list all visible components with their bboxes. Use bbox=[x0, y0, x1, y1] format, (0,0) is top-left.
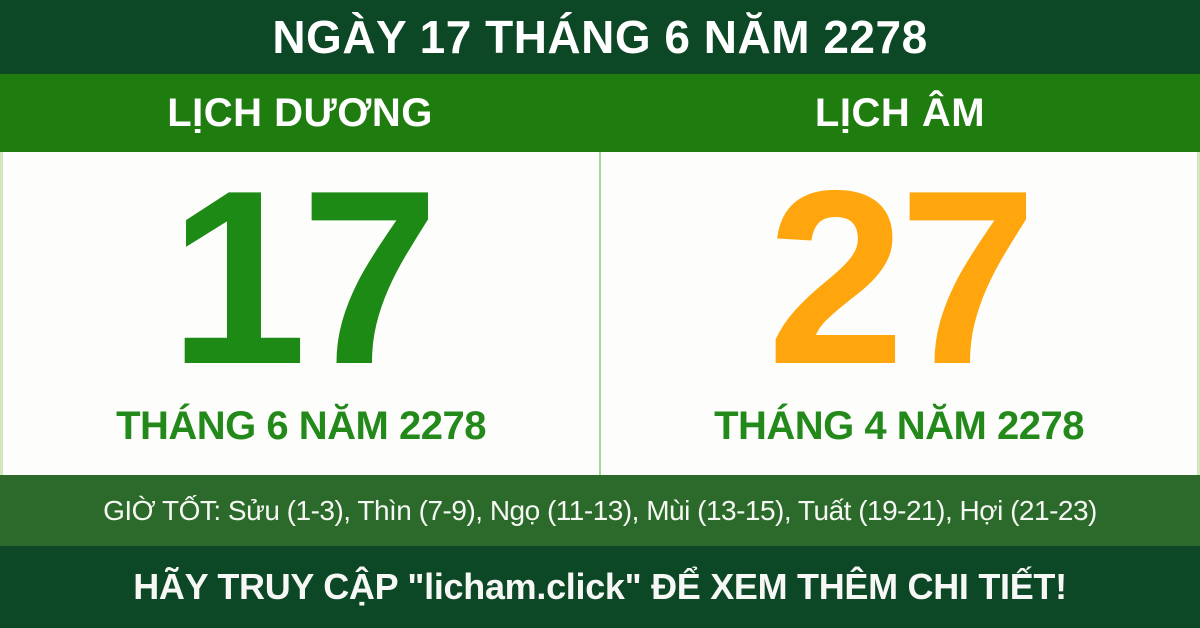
cta-bar: HÃY TRUY CẬP "licham.click" ĐỂ XEM THÊM … bbox=[0, 546, 1200, 628]
calendar-type-header-row: LỊCH DƯƠNG LỊCH ÂM bbox=[0, 74, 1200, 152]
solar-day-number: 17 bbox=[169, 138, 439, 416]
lunar-panel: 27 THÁNG 4 NĂM 2278 bbox=[601, 152, 1197, 475]
solar-header: LỊCH DƯƠNG bbox=[0, 74, 600, 152]
lunar-header: LỊCH ÂM bbox=[600, 74, 1200, 152]
solar-header-label: LỊCH DƯƠNG bbox=[167, 90, 433, 135]
calendar-panels: 17 THÁNG 6 NĂM 2278 27 THÁNG 4 NĂM 2278 bbox=[0, 152, 1200, 475]
lunar-header-label: LỊCH ÂM bbox=[814, 90, 986, 135]
date-banner: NGÀY 17 THÁNG 6 NĂM 2278 bbox=[0, 0, 1200, 74]
panel-divider bbox=[599, 152, 601, 475]
banner-date-text: NGÀY 17 THÁNG 6 NĂM 2278 bbox=[272, 11, 928, 63]
solar-panel: 17 THÁNG 6 NĂM 2278 bbox=[3, 152, 599, 475]
good-hours-bar: GIỜ TỐT: Sửu (1-3), Thìn (7-9), Ngọ (11-… bbox=[0, 475, 1200, 546]
good-hours-text: GIỜ TỐT: Sửu (1-3), Thìn (7-9), Ngọ (11-… bbox=[103, 494, 1097, 526]
solar-month-text: THÁNG 6 NĂM 2278 bbox=[116, 404, 486, 448]
lunar-day-number: 27 bbox=[767, 138, 1037, 416]
cta-text: HÃY TRUY CẬP "licham.click" ĐỂ XEM THÊM … bbox=[133, 566, 1067, 607]
lunar-month-text: THÁNG 4 NĂM 2278 bbox=[714, 404, 1084, 448]
